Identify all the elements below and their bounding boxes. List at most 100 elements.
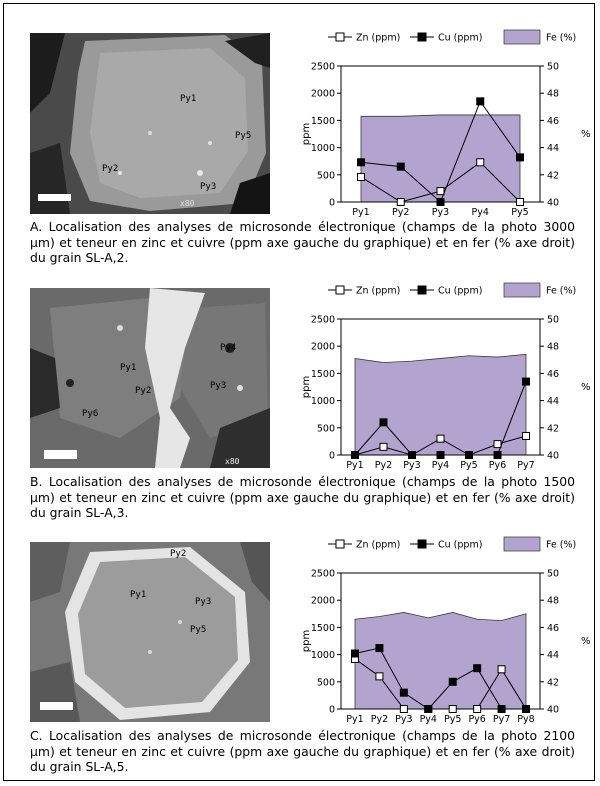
photo-label: Py2 <box>135 386 151 396</box>
cu-point <box>399 688 408 697</box>
x-tick-label: Py6 <box>489 460 506 471</box>
y2-tick-label: 42 <box>547 170 559 181</box>
legend-fe-label: Fe (%) <box>546 33 576 44</box>
y-tick-label: 2500 <box>311 315 335 326</box>
legend-cu-label: Cu (ppm) <box>438 540 482 551</box>
y2-tick-label: 42 <box>547 677 559 688</box>
figure-frame <box>3 3 595 781</box>
chart-b: Zn (ppm) Cu (ppm) Fe (%) 0 500 1000 1500 2000 25… <box>300 278 598 478</box>
legend-cu-marker <box>417 539 427 549</box>
x-tick-label: Py1 <box>346 460 363 471</box>
y2-axis-label: % <box>581 636 591 647</box>
photo-label: Py5 <box>235 131 251 141</box>
y-axis-label: ppm <box>301 630 312 652</box>
legend-zn-marker <box>335 32 345 42</box>
caption-c: C. Localisation des analyses de microson… <box>30 728 575 774</box>
zn-point <box>473 705 482 713</box>
photo-label: Py4 <box>220 343 236 353</box>
x-tick-label: Py5 <box>511 207 528 218</box>
legend-fe-label: Fe (%) <box>546 286 576 297</box>
y2-tick-label: 50 <box>547 315 559 326</box>
y2-tick-label: 46 <box>547 369 559 380</box>
y-tick-label: 2500 <box>311 569 335 580</box>
x-tick-label: Py2 <box>392 207 409 218</box>
photo-label: Py6 <box>82 409 98 419</box>
cu-point <box>522 705 530 713</box>
chart-a-svg: Zn (ppm) Cu (ppm) Fe (%) 0 500 1000 1500 2000 25… <box>301 29 591 218</box>
y2-tick-label: 48 <box>547 342 559 353</box>
caption-b: B. Localisation des analyses de microson… <box>30 474 575 520</box>
caption-a: A. Localisation des analyses de microson… <box>30 219 575 265</box>
cu-line <box>354 647 526 710</box>
y-tick-label: 1000 <box>311 396 335 407</box>
y-tick-label: 2000 <box>311 89 335 100</box>
cu-point <box>516 153 524 162</box>
x-tick-label: Py3 <box>403 460 420 471</box>
legend-fe-swatch <box>503 536 541 552</box>
cu-point <box>375 644 384 653</box>
y2-tick-label: 40 <box>547 705 559 716</box>
y2-tick-label: 46 <box>547 116 559 127</box>
micrograph-b: Py1 Py2 Py3 Py4 Py6 x80 <box>30 288 270 468</box>
y-tick-label: 1500 <box>311 623 335 634</box>
chart-c-svg: Zn (ppm) Cu (ppm) Fe (%) 0 500 1000 1500 2000 25… <box>301 536 591 725</box>
cu-point <box>436 198 445 206</box>
y-tick-label: 1500 <box>311 116 335 127</box>
magnification-label: x80 <box>225 457 240 466</box>
photo-label: Py2 <box>102 164 118 174</box>
zn-point <box>436 187 445 196</box>
legend-cu-marker <box>417 285 427 295</box>
photo-label: Py2 <box>170 549 186 559</box>
micrograph-a-image: Py1 Py2 Py5 Py3 x80 <box>30 33 270 214</box>
y2-axis-label: % <box>581 129 591 140</box>
micrograph-c: Py1 Py2 Py3 Py5 <box>30 542 270 722</box>
y2-tick-label: 46 <box>547 623 559 634</box>
zn-point <box>497 665 506 674</box>
zn-point <box>448 705 457 713</box>
x-tick-label: Py2 <box>371 714 388 725</box>
legend-cu-label: Cu (ppm) <box>438 33 482 44</box>
zn-line <box>354 658 527 710</box>
x-tick-label: Py5 <box>460 460 477 471</box>
photo-label: Py1 <box>180 94 196 104</box>
fe-area <box>360 114 521 203</box>
y-tick-label: 500 <box>317 677 335 688</box>
legend-cu-label: Cu (ppm) <box>438 286 482 297</box>
photo-label: Py3 <box>210 381 226 391</box>
chart-b-svg: Zn (ppm) Cu (ppm) Fe (%) 0 500 1000 1500 2000 25… <box>301 282 591 471</box>
photo-label: Py3 <box>195 597 211 607</box>
y2-tick-label: 48 <box>547 89 559 100</box>
photo-label: Py5 <box>190 625 206 635</box>
y-tick-label: 1500 <box>311 369 335 380</box>
y2-tick-label: 50 <box>547 62 559 73</box>
x-tick-label: Py5 <box>444 714 461 725</box>
y2-tick-label: 42 <box>547 423 559 434</box>
chart-c: Zn (ppm) Cu (ppm) Fe (%) 0 500 1000 1500 2000 25… <box>300 532 598 732</box>
zn-point <box>493 440 502 449</box>
cu-point <box>476 97 485 106</box>
cu-point <box>448 677 457 686</box>
y2-tick-label: 48 <box>547 596 559 607</box>
zn-point <box>396 198 405 206</box>
y-tick-label: 2000 <box>311 342 335 353</box>
x-tick-label: Py7 <box>493 714 510 725</box>
micrograph-b-image: Py1 Py2 Py3 Py4 Py6 x80 <box>30 288 270 468</box>
photo-label: Py1 <box>120 363 136 373</box>
zn-point <box>516 198 524 206</box>
micrograph-c-image: Py1 Py2 Py3 Py5 <box>30 542 270 722</box>
cu-point <box>379 418 388 427</box>
cu-point <box>351 451 359 459</box>
magnification-label: x80 <box>180 199 195 208</box>
legend-cu-marker <box>417 32 427 42</box>
x-tick-label: Py3 <box>432 207 449 218</box>
fe-area <box>354 353 527 456</box>
zn-point <box>357 172 365 181</box>
x-tick-label: Py8 <box>517 714 534 725</box>
y-tick-label: 0 <box>329 451 335 462</box>
y2-tick-label: 40 <box>547 198 559 209</box>
zn-point <box>399 705 408 713</box>
x-tick-label: Py4 <box>472 207 489 218</box>
cu-point <box>424 705 433 713</box>
y2-tick-label: 40 <box>547 451 559 462</box>
legend-zn-label: Zn (ppm) <box>356 33 400 44</box>
